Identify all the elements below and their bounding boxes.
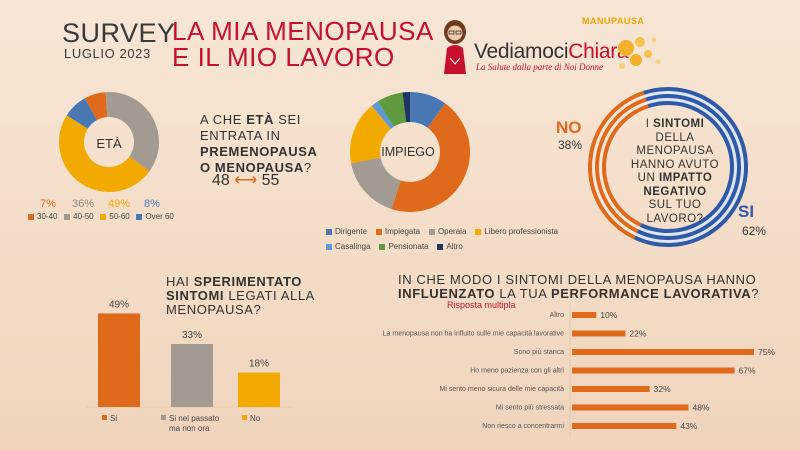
age-question: A CHE ETÀ SEI ENTRATA IN PREMENOPAUSA O … [200,112,317,175]
category-label: La menopausa non ha influito sulle mie c… [383,331,564,338]
age-range: 48 ⟷ 55 [212,170,279,190]
emp-legend-item: Pensionata [379,242,429,251]
impact-no-label: NO [556,118,582,137]
bar [572,367,735,374]
multiple-answer-note: Risposta multipla [447,300,516,310]
donut-slice [59,115,150,192]
emp-legend-item: Dirigente [326,227,367,236]
category-label: Mi sento meno sicura delle mie capacità [439,386,564,393]
brand-logo: VediamociChiara La Salute dalla parte di… [432,16,662,78]
title-line-1: LA MIA MENOPAUSA [172,16,434,46]
category-label: Altro [550,312,565,319]
ring-no-inner [595,97,647,234]
category-label: Non riesco a concentrarmi [482,423,564,430]
bar [572,386,650,392]
age-pct-40-50: 36% [72,198,95,210]
donut-slice [410,92,446,128]
category-label: Sono più stanca [514,349,564,356]
category-label: Ho meno pazienza con gli altri [470,368,564,375]
impact-si-pct: 62% [742,224,767,238]
survey-label: SURVEY [62,18,176,48]
impact-no-pct: 38% [558,138,583,152]
bar [98,313,140,407]
category-label: Mi sento più stressata [496,405,564,412]
age-range-from: 48 [212,172,230,189]
donut-slice [84,92,108,121]
page-title: LA MIA MENOPAUSA E IL MIO LAVORO [172,18,434,70]
donut-slice [350,105,391,164]
age-pct-over60: 8% [144,198,160,210]
emp-legend-item: Libero professionista [475,227,558,236]
age-donut-title: ETÀ [96,136,122,151]
donut-slice [371,101,394,129]
ring-si-segment [633,87,748,247]
employment-legend: Dirigente Impiegata Operaia Libero profe… [326,224,586,254]
employment-donut-chart: IMPIEGO [350,92,471,213]
brand-name: VediamociChiara [474,40,629,64]
donut-slice [66,98,97,129]
age-pct-30-40: 7% [40,198,56,210]
age-pct-50-60: 49% [108,198,131,210]
impact-ring-chart [588,87,748,247]
brand-name-part2: Chiara [568,40,629,63]
avatar-illustration-icon [444,20,466,74]
age-range-to: 55 [261,172,280,189]
range-arrow-icon: ⟷ [234,172,258,189]
survey-date: LUGLIO 2023 [64,46,151,61]
emp-legend-item: Altro [437,242,463,251]
experience-question: HAI SPERIMENTATO SINTOMI LEGATI ALLA MEN… [166,274,315,317]
donut-slice [391,103,471,213]
bar-value-label: 18% [249,359,269,370]
bar [572,330,626,337]
legend-swatch [242,415,247,420]
impact-question: I SINTOMI DELLA MENOPAUSA HANNO AVUTO UN… [630,118,720,225]
bar-value-label: 67% [739,366,756,376]
legend-swatch [102,415,107,420]
title-line-2: E IL MIO LAVORO [172,42,395,72]
age-legend-item: 50-60 [100,212,130,221]
legend-swatch [161,415,166,420]
donut-slice [402,92,410,123]
bar [572,349,754,355]
bar-value-label: 48% [692,403,709,413]
donut-slice [351,157,401,210]
impact-si-label: SI [738,202,755,221]
bar-value-label: 22% [629,329,646,339]
bar [572,312,597,318]
bar-value-label: 32% [654,384,671,394]
emp-legend-item: Casalinga [326,242,371,251]
age-donut-chart: ETÀ [59,92,159,192]
bar-value-label: 43% [680,421,697,431]
legend-label: Si [110,414,117,423]
age-legend-item: Over 60 [136,212,174,221]
age-legend: 30-40 40-50 50-60 Over 60 [28,212,198,221]
age-legend-item: 40-50 [64,212,94,221]
legend-label: ma non ora [169,424,210,433]
bar [238,372,280,407]
brand-sub: MANUPAUSA [582,16,645,26]
brand-tagline: La Salute dalla parte di Noi Donne [476,62,603,72]
bar-value-label: 49% [109,299,129,310]
bar-value-label: 10% [600,310,617,320]
bar-value-label: 75% [758,347,775,357]
employment-donut-title: IMPIEGO [381,145,435,159]
bar-value-label: 33% [182,330,202,341]
donut-slice [377,92,407,127]
bar [572,404,689,411]
performance-question: IN CHE MODO I SINTOMI DELLA MENOPAUSA HA… [398,272,760,301]
age-legend-item: 30-40 [28,212,57,221]
decorative-dots-icon [618,37,661,69]
bar [171,344,213,407]
emp-legend-item: Operaia [428,227,466,236]
emp-legend-item: Impiegata [375,227,420,236]
performance-bar-chart: Altro 10% La menopausa non ha influito sul… [383,305,775,437]
legend-label: No [250,414,261,423]
brand-name-part1: Vediamoci [474,40,569,63]
legend-label: Si nel passato [169,414,220,423]
donut-slice [105,92,159,172]
bar [572,423,677,429]
